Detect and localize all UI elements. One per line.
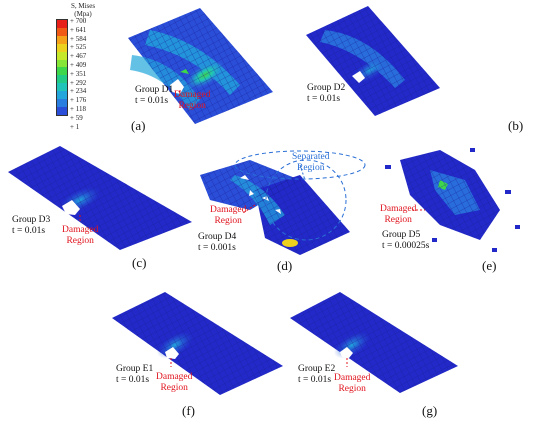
legend-swatch: [57, 20, 67, 28]
legend-title-line2: (Mpa): [74, 10, 92, 18]
legend-value: + 467: [70, 52, 87, 61]
plate-c: [8, 146, 192, 250]
legend-title: S, Mises (Mpa): [60, 2, 106, 18]
panel-a-damaged: Damaged Region: [174, 90, 211, 111]
legend-value: + 1: [70, 122, 80, 131]
plate-b: [306, 6, 440, 116]
panel-d-damaged: Damaged Region: [210, 205, 247, 226]
legend-value: + 118: [70, 104, 86, 113]
legend-value: + 234: [70, 87, 87, 96]
legend-title-line1: S, Mises: [70, 2, 96, 10]
panel-b-label: (b): [508, 118, 524, 133]
legend-color-bar: [56, 19, 68, 116]
panel-d-group: Group D4 t = 0.001s: [198, 232, 237, 253]
legend-swatch: [57, 35, 67, 44]
panel-f-group: Group E1 t = 0.01s: [116, 364, 154, 385]
panel-b-group: Group D2 t = 0.01s: [307, 83, 346, 104]
panel-e-damaged: Damaged Region: [380, 204, 417, 225]
plate-f: [112, 292, 283, 395]
plate-g: [290, 292, 458, 393]
legend-swatch: [57, 51, 67, 60]
panel-c-damaged: Damaged Region: [62, 225, 99, 246]
legend-swatch: [57, 106, 67, 115]
legend-value: + 409: [70, 60, 87, 69]
panel-c-group: Group D3 t = 0.01s: [12, 215, 51, 236]
separated-arrow: [299, 164, 306, 181]
legend-value: + 176: [70, 96, 87, 105]
legend-value: + 584: [70, 34, 87, 43]
panel-f-damaged: Damaged Region: [156, 372, 193, 393]
legend-swatch: [57, 67, 67, 76]
legend-swatch: [57, 59, 67, 68]
panel-a-group: Group D1 t = 0.01s: [135, 85, 174, 106]
legend-value: + 641: [70, 25, 87, 34]
legend-value: + 525: [70, 43, 87, 52]
legend-value: + 59: [70, 113, 83, 122]
panel-e-group: Group D5 t = 0.00025s: [382, 230, 430, 251]
legend-swatch: [57, 83, 67, 92]
legend-swatch: [57, 75, 67, 84]
legend-value: + 351: [70, 69, 87, 78]
panel-d-separated: Separated Region: [292, 152, 330, 173]
panel-g-group: Group E2 t = 0.01s: [298, 364, 336, 385]
plate-d: [200, 150, 366, 255]
panel-d-label: (d): [277, 258, 293, 273]
legend-swatch: [57, 27, 67, 36]
panel-e-label: (e): [482, 258, 497, 273]
legend-swatch: [57, 99, 67, 107]
panel-g-label: (g): [422, 403, 438, 418]
panel-f-label: (f): [182, 403, 195, 418]
legend-value: + 700: [70, 17, 87, 25]
panel-c-label: (c): [132, 255, 147, 270]
legend-values: + 700 + 641 + 584 + 525 + 467 + 409 + 351 + 292…: [70, 17, 86, 131]
plate-e: [385, 148, 520, 252]
damaged-arrows: [79, 90, 425, 367]
panel-a-label: (a): [131, 118, 146, 133]
panel-g-damaged: Damaged Region: [334, 373, 371, 394]
legend-swatch: [57, 43, 67, 52]
legend-swatch: [57, 91, 67, 100]
plate-a: [128, 8, 273, 124]
stress-legend: S, Mises (Mpa) + 700 + 641 + 584 + 525 + 467…: [50, 2, 120, 131]
legend-value: + 292: [70, 78, 87, 87]
